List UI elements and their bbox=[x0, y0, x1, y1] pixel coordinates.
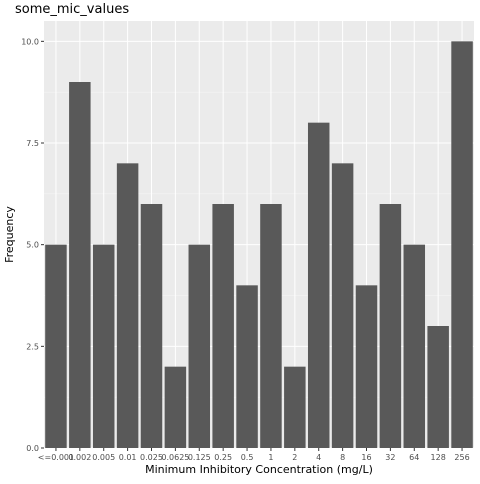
bar bbox=[92, 244, 115, 448]
x-tick-label: 1 bbox=[268, 453, 273, 462]
bar bbox=[427, 326, 449, 448]
y-axis-title: Frequency bbox=[3, 206, 16, 263]
x-tick-label: 0.25 bbox=[214, 453, 232, 462]
chart-title: some_mic_values bbox=[15, 2, 130, 17]
y-tick-label: 7.5 bbox=[26, 139, 39, 148]
bar bbox=[307, 122, 330, 449]
x-tick-label: 0.025 bbox=[140, 453, 163, 462]
bar bbox=[140, 204, 163, 448]
x-tick-label: 16 bbox=[361, 453, 371, 462]
x-tick-label: 8 bbox=[340, 453, 345, 462]
bar bbox=[355, 285, 378, 448]
y-tick-label: 0.0 bbox=[26, 444, 39, 453]
x-tick-label: 0.005 bbox=[92, 453, 115, 462]
bar bbox=[45, 244, 67, 448]
x-tick-label: 0.01 bbox=[119, 453, 137, 462]
y-tick-label: 2.5 bbox=[26, 342, 39, 351]
x-tick-label: 4 bbox=[316, 453, 321, 462]
bar bbox=[331, 163, 354, 449]
x-tick-label: 256 bbox=[454, 453, 469, 462]
bar bbox=[451, 41, 473, 448]
bar bbox=[164, 366, 187, 448]
bar bbox=[212, 204, 234, 448]
x-tick-label: 0.125 bbox=[188, 453, 211, 462]
bar bbox=[188, 244, 211, 448]
x-tick-label: 0.0625 bbox=[161, 453, 189, 462]
x-tick-label: 128 bbox=[431, 453, 446, 462]
bar bbox=[236, 285, 258, 448]
bar bbox=[69, 82, 91, 448]
x-tick-label: 64 bbox=[409, 453, 419, 462]
y-tick-label: 5.0 bbox=[26, 241, 39, 250]
x-tick-label: 32 bbox=[385, 453, 395, 462]
bar bbox=[403, 244, 426, 448]
y-tick-label: 10.0 bbox=[21, 37, 39, 46]
x-tick-label: 2 bbox=[292, 453, 297, 462]
x-tick-label: 0.5 bbox=[241, 453, 254, 462]
x-tick-label: 0.002 bbox=[68, 453, 91, 462]
bar bbox=[379, 204, 402, 448]
bar bbox=[116, 163, 139, 449]
x-tick-label: <=0.001 bbox=[38, 453, 74, 462]
x-axis-title: Minimum Inhibitory Concentration (mg/L) bbox=[145, 463, 373, 476]
bar bbox=[260, 204, 282, 448]
bar bbox=[284, 366, 306, 448]
